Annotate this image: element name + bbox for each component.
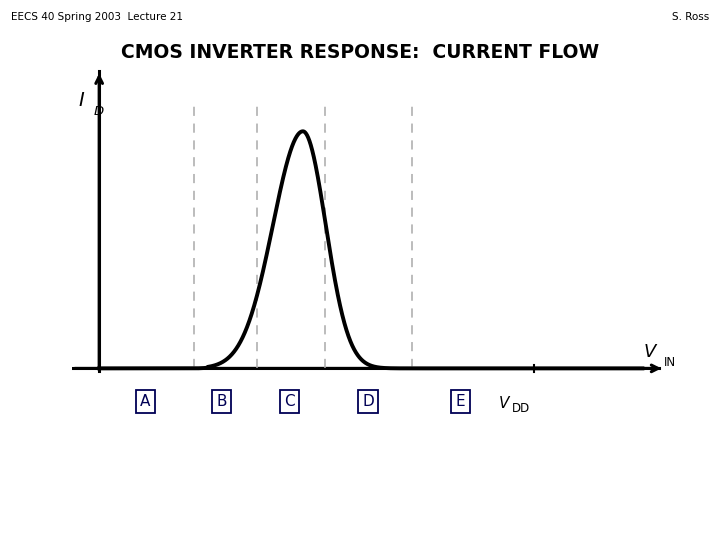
Text: V: V (498, 396, 509, 410)
Text: A: A (140, 394, 150, 409)
Text: DD: DD (512, 402, 531, 415)
Text: E: E (456, 394, 465, 409)
Text: B: B (216, 394, 227, 409)
Text: S. Ross: S. Ross (672, 12, 709, 22)
Text: EECS 40 Spring 2003  Lecture 21: EECS 40 Spring 2003 Lecture 21 (11, 12, 183, 22)
Text: $I$: $I$ (78, 91, 86, 110)
Text: $V$: $V$ (643, 343, 658, 361)
Text: D: D (362, 394, 374, 409)
Text: C: C (284, 394, 294, 409)
Text: CMOS INVERTER RESPONSE:  CURRENT FLOW: CMOS INVERTER RESPONSE: CURRENT FLOW (121, 43, 599, 62)
Text: IN: IN (664, 355, 676, 368)
Text: D: D (94, 105, 104, 118)
